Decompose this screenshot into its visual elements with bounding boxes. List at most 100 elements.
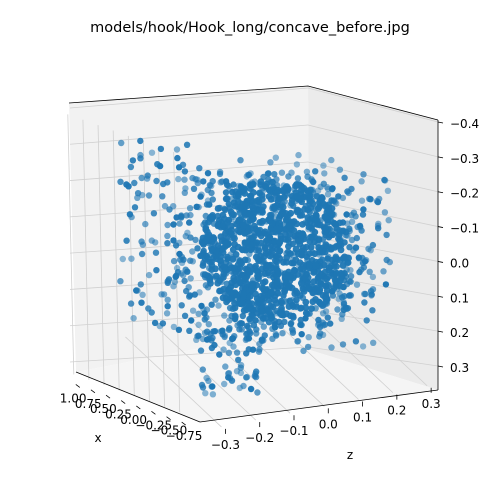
z-tick-label: −0.2 — [245, 431, 274, 445]
scatter-point — [129, 157, 137, 164]
scatter-point — [358, 178, 365, 185]
scatter-point — [298, 321, 305, 329]
scatter-point — [347, 278, 354, 285]
scatter-point — [294, 206, 302, 214]
scatter-point — [322, 292, 330, 300]
scatter-point — [203, 236, 210, 244]
scatter-point — [285, 283, 292, 291]
scatter-point — [360, 206, 367, 213]
scatter-point — [208, 383, 215, 390]
scatter-point — [316, 221, 324, 229]
scatter-point — [353, 281, 361, 288]
scatter-point — [173, 146, 181, 153]
scatter-point — [225, 326, 233, 333]
scatter-point — [208, 238, 216, 246]
scatter-point — [209, 196, 216, 203]
scatter-point — [358, 227, 365, 234]
scatter-point — [319, 319, 327, 326]
scatter-point — [201, 329, 209, 337]
scatter-point — [231, 202, 239, 210]
scatter-point — [228, 312, 235, 320]
scatter-point — [262, 314, 269, 322]
scatter-point — [164, 179, 171, 186]
scatter-point — [163, 310, 171, 317]
scatter-point — [209, 391, 217, 398]
scatter-point — [219, 327, 226, 334]
scatter-point — [128, 255, 135, 262]
scatter-point — [251, 222, 258, 230]
scatter-point — [332, 221, 340, 228]
y-tick-label: −0.1 — [450, 222, 479, 236]
scatter-point — [287, 320, 294, 328]
scatter-point — [152, 249, 160, 256]
scatter-point — [286, 297, 294, 305]
scatter-point — [249, 346, 257, 353]
scatter-point — [268, 220, 276, 228]
scatter-point — [345, 254, 352, 262]
scatter-point — [369, 241, 377, 249]
scatter-point — [302, 309, 310, 317]
scatter-point — [237, 157, 244, 164]
scatter-point — [298, 211, 306, 219]
scatter-point — [316, 333, 323, 340]
x-tick-label: 0.00 — [120, 413, 147, 427]
scatter-point — [234, 227, 242, 234]
scatter-point — [254, 389, 261, 396]
scatter-point — [348, 218, 356, 225]
x-tick-mark — [166, 416, 171, 420]
scatter-point — [294, 337, 302, 345]
scatter-point — [187, 234, 194, 241]
scatter-point — [287, 209, 295, 217]
x-tick-mark — [90, 389, 96, 394]
scatter-point — [293, 161, 301, 168]
scatter-point — [339, 341, 347, 348]
scatter-point — [285, 268, 292, 276]
scatter-point — [236, 204, 244, 212]
scatter-point — [205, 218, 212, 226]
scatter-point — [164, 303, 171, 310]
scatter-point — [222, 266, 230, 274]
scatter-point — [221, 380, 228, 388]
scatter-point — [359, 343, 367, 350]
scatter-point — [164, 278, 171, 285]
scatter-point — [322, 282, 330, 290]
scatter-point — [172, 273, 179, 280]
y-tick-mark — [437, 330, 444, 333]
scatter-point — [366, 268, 373, 275]
scatter-point — [343, 305, 350, 312]
scatter-point — [347, 291, 354, 299]
scatter-point — [277, 311, 285, 319]
scatter-point — [228, 230, 235, 238]
scatter-point — [294, 175, 302, 182]
y-gridline-side — [307, 161, 439, 193]
scatter-point — [304, 343, 312, 351]
y-gridline-side — [307, 346, 439, 367]
scatter-point — [282, 235, 289, 243]
y-tick-label: −0.4 — [450, 117, 479, 131]
z-axis-ticks: −0.3 −0.2 −0.1 0.0 0.1 0.2 0.3 — [211, 387, 441, 452]
scatter-point — [337, 269, 345, 277]
scatter-point — [258, 336, 266, 343]
scatter-point — [361, 299, 368, 306]
scatter-point — [369, 307, 376, 314]
scatter-point — [360, 171, 367, 178]
scatter-point — [339, 194, 347, 202]
scatter-point — [286, 222, 293, 230]
y-tick-mark — [437, 191, 444, 194]
scatter-point — [244, 244, 252, 252]
scatter-point — [189, 248, 196, 255]
scatter-point — [175, 175, 182, 183]
y-tick-mark — [437, 365, 444, 368]
scatter-point — [250, 233, 257, 241]
z-tick-label: 0.2 — [387, 404, 406, 418]
scatter-point — [294, 182, 301, 189]
scatter-point — [278, 169, 286, 176]
scatter-point — [187, 211, 194, 219]
y-gridline-back — [69, 124, 309, 145]
scatter-point — [158, 291, 165, 298]
x-gridline — [67, 114, 75, 375]
scatter-point — [134, 190, 142, 197]
scatter-point — [334, 306, 341, 313]
scatter-point — [298, 251, 305, 258]
scatter-point — [194, 245, 201, 252]
